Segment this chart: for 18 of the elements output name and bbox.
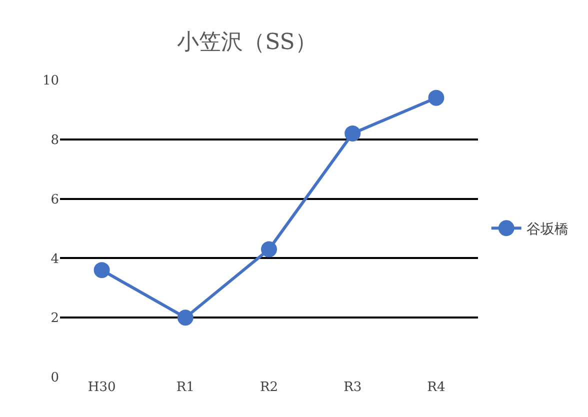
point	[344, 125, 361, 142]
x-tick-label: H30	[88, 380, 116, 395]
x-tick-label: R2	[260, 380, 278, 395]
point	[177, 310, 194, 326]
y-tick-label: 4	[50, 252, 59, 267]
point	[94, 262, 110, 278]
point	[428, 90, 444, 106]
legend-label: 谷坂橋	[526, 222, 568, 238]
y-tick-label: 8	[50, 132, 59, 148]
x-tick-label: R1	[176, 380, 194, 395]
x-tick-label: R3	[344, 380, 362, 395]
y-tick-label: 0	[50, 370, 59, 386]
y-tick-label: 10	[42, 74, 59, 89]
y-tick-label: 6	[50, 192, 59, 208]
chart-title: 小笠沢（SS）	[177, 30, 317, 55]
point	[261, 241, 277, 258]
y-tick-label: 2	[50, 311, 59, 326]
x-tick-label: R4	[427, 380, 446, 395]
